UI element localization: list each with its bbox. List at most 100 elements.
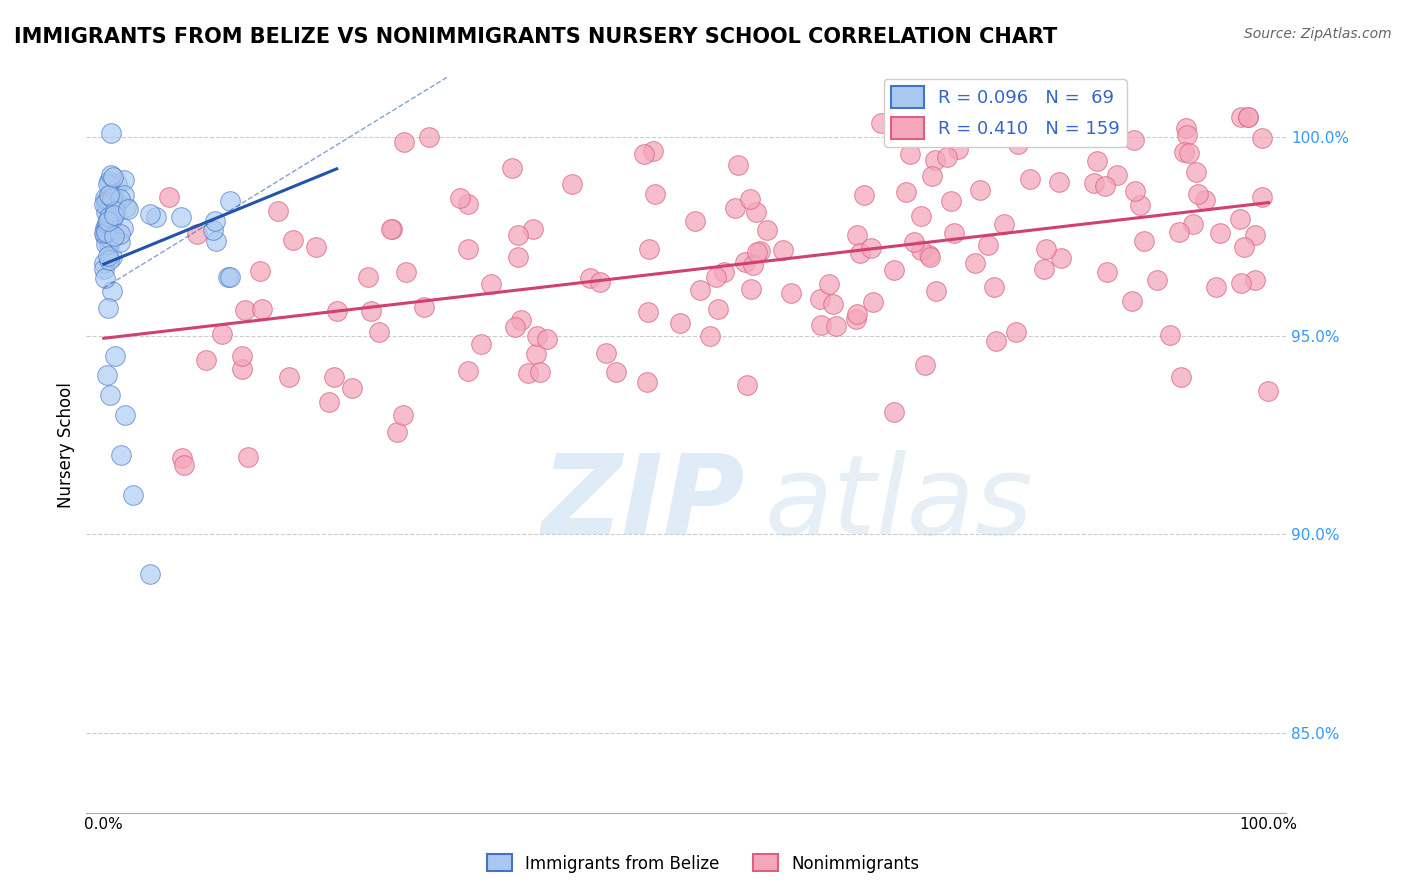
Point [98,253,121,268]
Point [94,191,117,205]
Point [745,205,768,219]
Point [883,405,905,419]
Point [894,185,917,199]
Point [100,284,122,298]
Point [993,217,1015,231]
Point [862,295,884,310]
Point [96,216,118,230]
Point [943,227,966,241]
Point [112,173,135,187]
Point [849,245,872,260]
Text: atlas: atlas [763,450,1033,558]
Point [381,222,404,236]
Text: IMMIGRANTS FROM BELIZE VS NONIMMIGRANTS NURSERY SCHOOL CORRELATION CHART: IMMIGRANTS FROM BELIZE VS NONIMMIGRANTS … [14,27,1057,46]
Point [96,236,118,251]
Point [1194,194,1216,208]
Point [1237,110,1260,124]
Point [1170,370,1192,384]
Point [689,283,711,297]
Point [97,249,120,263]
Point [605,365,627,379]
Point [387,425,409,440]
Point [413,300,436,314]
Point [1085,153,1108,168]
Point [1168,225,1191,239]
Point [305,240,328,254]
Point [103,229,125,244]
Point [668,317,690,331]
Point [748,244,770,259]
Point [780,286,803,301]
Point [641,144,664,158]
Point [94,197,117,211]
Point [186,227,208,242]
Point [925,284,948,298]
Point [250,301,273,316]
Point [97,210,120,224]
Point [96,193,118,207]
Point [921,169,943,184]
Point [1236,110,1258,124]
Point [97,227,120,242]
Point [772,243,794,257]
Point [810,318,832,332]
Point [707,302,730,317]
Point [510,312,533,326]
Point [755,223,778,237]
Point [101,170,124,185]
Point [283,233,305,247]
Point [117,202,139,217]
Point [157,190,180,204]
Point [96,205,118,219]
Point [637,242,659,256]
Point [699,329,721,343]
Point [845,312,868,326]
Point [93,261,115,276]
Point [845,307,868,321]
Point [380,221,402,235]
Point [918,248,941,262]
Point [249,264,271,278]
Point [1244,273,1267,287]
Point [595,346,617,360]
Point [501,161,523,175]
Point [94,229,117,244]
Point [526,329,548,343]
Point [100,186,122,200]
Point [98,236,121,251]
Point [357,270,380,285]
Point [360,303,382,318]
Point [97,301,120,315]
Point [1257,384,1279,398]
Point [589,275,612,289]
Point [1062,112,1084,127]
Point [94,220,117,235]
Point [470,337,492,351]
Point [1159,327,1181,342]
Point [98,226,121,240]
Point [1107,168,1129,182]
Point [817,277,839,291]
Point [1005,325,1028,339]
Point [1178,145,1201,160]
Text: Source: ZipAtlas.com: Source: ZipAtlas.com [1244,27,1392,41]
Point [524,347,547,361]
Point [935,150,957,164]
Point [278,369,301,384]
Point [318,394,340,409]
Point [644,187,666,202]
Point [111,221,134,235]
Y-axis label: Nursery School: Nursery School [58,382,75,508]
Point [94,225,117,239]
Point [1007,136,1029,151]
Point [93,227,115,241]
Point [914,110,936,124]
Point [920,251,942,265]
Point [1175,128,1198,143]
Point [1185,164,1208,178]
Point [100,126,122,140]
Point [845,228,868,243]
Point [924,153,946,167]
Point [506,228,529,243]
Point [506,250,529,264]
